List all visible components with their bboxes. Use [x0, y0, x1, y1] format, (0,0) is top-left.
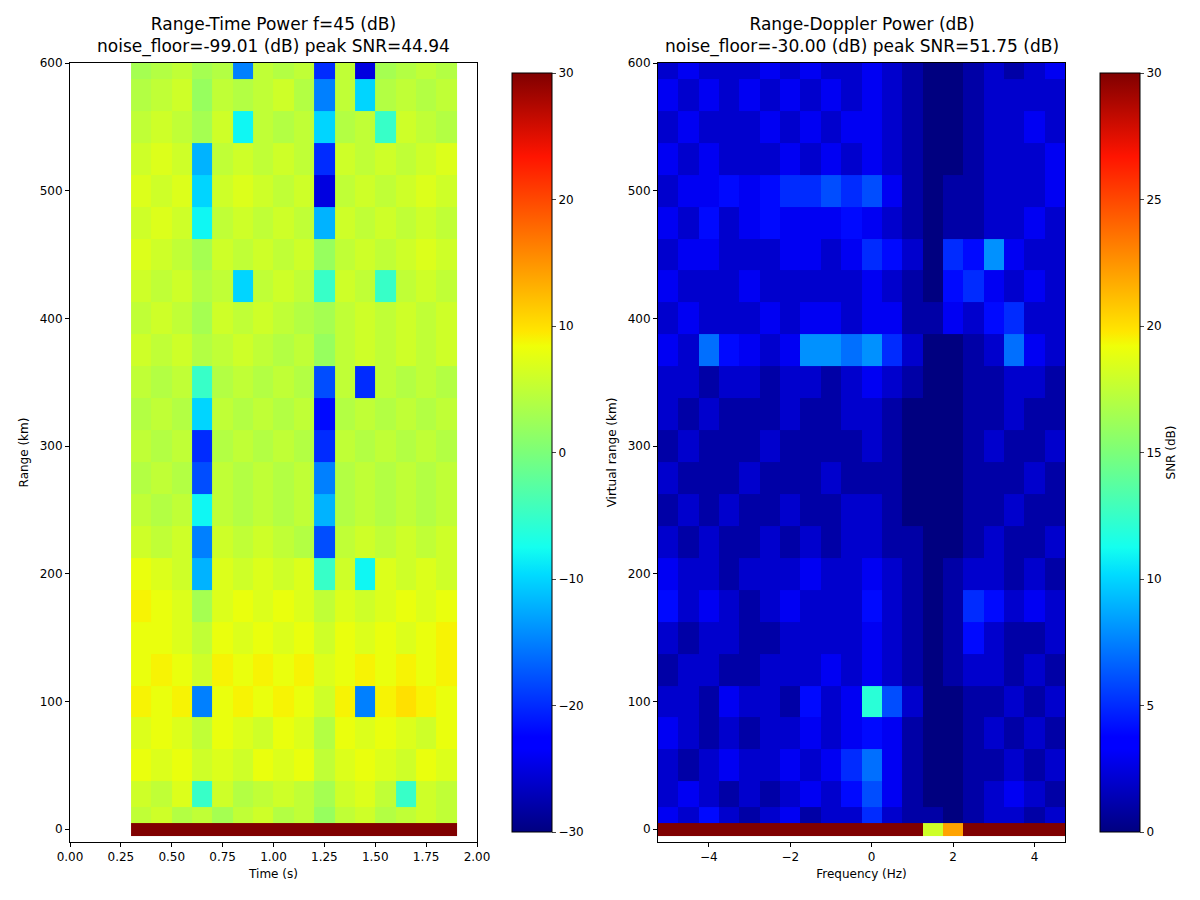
svg-text:100: 100: [40, 695, 63, 709]
svg-text:−4: −4: [700, 850, 718, 864]
svg-text:15: 15: [1146, 446, 1161, 460]
svg-text:0: 0: [868, 850, 876, 864]
svg-text:4: 4: [1031, 850, 1039, 864]
svg-text:200: 200: [628, 567, 651, 581]
svg-text:20: 20: [1146, 319, 1161, 333]
svg-text:600: 600: [40, 56, 63, 70]
svg-text:Range-Time Power f=45 (dB)nois: Range-Time Power f=45 (dB)noise_floor=-9…: [97, 14, 450, 57]
svg-text:0: 0: [1146, 825, 1154, 839]
svg-text:0.00: 0.00: [57, 850, 84, 864]
svg-text:Frequency (Hz): Frequency (Hz): [816, 867, 907, 881]
svg-text:1.25: 1.25: [311, 850, 338, 864]
svg-text:1.50: 1.50: [362, 850, 389, 864]
svg-text:1.00: 1.00: [260, 850, 287, 864]
svg-text:0.75: 0.75: [209, 850, 236, 864]
svg-text:2.00: 2.00: [464, 850, 491, 864]
svg-text:25: 25: [1146, 193, 1161, 207]
svg-text:0: 0: [55, 822, 63, 836]
svg-text:500: 500: [628, 184, 651, 198]
svg-text:1.75: 1.75: [413, 850, 440, 864]
svg-text:200: 200: [40, 567, 63, 581]
svg-text:−30: −30: [558, 825, 583, 839]
svg-text:Range (km): Range (km): [17, 418, 31, 488]
svg-text:10: 10: [558, 319, 573, 333]
svg-text:300: 300: [40, 439, 63, 453]
svg-text:−10: −10: [558, 572, 583, 586]
svg-text:2: 2: [949, 850, 957, 864]
svg-text:−2: −2: [781, 850, 799, 864]
svg-text:0.25: 0.25: [108, 850, 135, 864]
svg-text:30: 30: [558, 66, 573, 80]
svg-text:Time (s): Time (s): [248, 867, 298, 881]
svg-text:100: 100: [628, 695, 651, 709]
svg-text:10: 10: [1146, 572, 1161, 586]
svg-text:0: 0: [558, 446, 566, 460]
svg-text:300: 300: [628, 439, 651, 453]
svg-text:30: 30: [1146, 66, 1161, 80]
svg-text:5: 5: [1146, 699, 1154, 713]
svg-text:20: 20: [558, 193, 573, 207]
svg-text:Virtual range (km): Virtual range (km): [605, 398, 619, 508]
svg-text:600: 600: [628, 56, 651, 70]
svg-text:500: 500: [40, 184, 63, 198]
svg-text:0.50: 0.50: [158, 850, 185, 864]
svg-text:−20: −20: [558, 699, 583, 713]
svg-text:SNR (dB): SNR (dB): [1164, 426, 1178, 480]
svg-text:0: 0: [643, 822, 651, 836]
svg-text:400: 400: [40, 312, 63, 326]
svg-text:400: 400: [628, 312, 651, 326]
svg-text:Range-Doppler Power (dB)noise_: Range-Doppler Power (dB)noise_floor=-30.…: [665, 14, 1059, 57]
